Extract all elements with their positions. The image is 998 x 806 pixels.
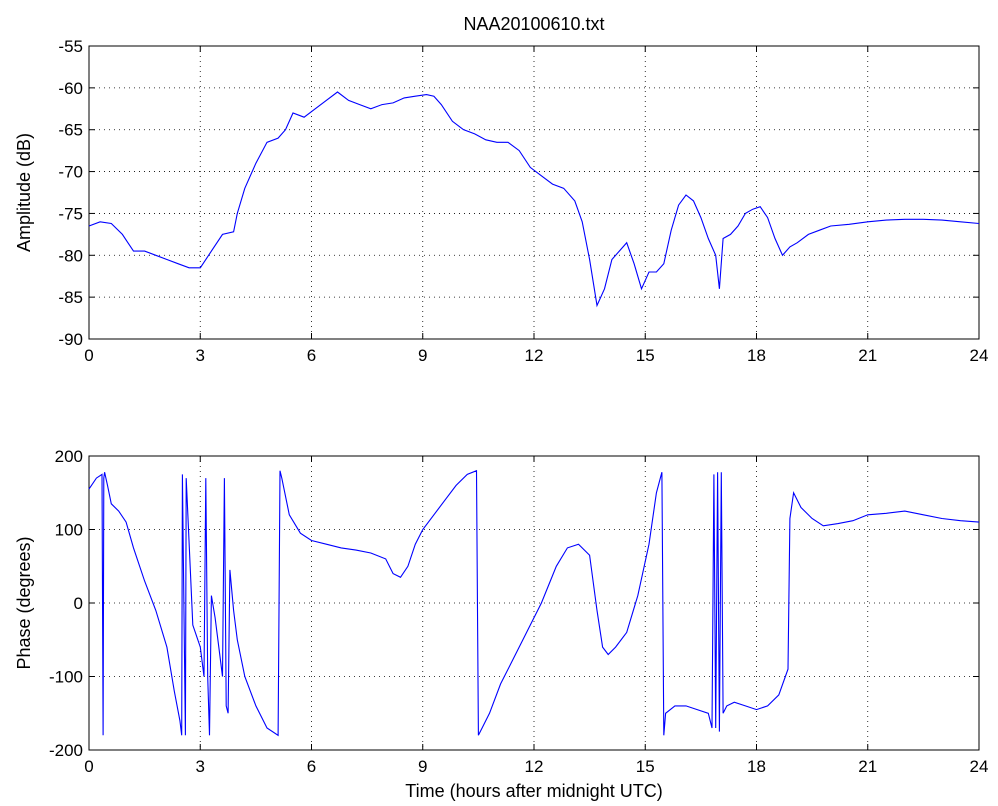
amplitude-y-tick-label: -60 <box>58 79 83 98</box>
phase-x-tick-label: 3 <box>196 757 205 776</box>
amplitude-y-tick-label: -75 <box>58 204 83 223</box>
amplitude-x-tick-label: 24 <box>970 346 989 365</box>
amplitude-x-tick-label: 3 <box>196 346 205 365</box>
phase-x-tick-label: 15 <box>636 757 655 776</box>
amplitude-x-tick-label: 21 <box>858 346 877 365</box>
phase-y-axis-label: Phase (degrees) <box>14 536 34 669</box>
phase-x-tick-label: 9 <box>418 757 427 776</box>
amplitude-panel: 0 3 6 9 12 15 18 21 24 -90 -85 -80 -75 -70 -65 -60 -55 N… <box>14 14 988 365</box>
amplitude-x-tick-label: 6 <box>307 346 316 365</box>
amplitude-y-tick-label: -55 <box>58 37 83 56</box>
amplitude-series-line <box>88 91 980 308</box>
phase-x-tick-label: 6 <box>307 757 316 776</box>
amplitude-y-axis-label: Amplitude (dB) <box>14 133 34 252</box>
phase-panel: 0 3 6 9 12 15 18 21 24 -200 -100 0 100 200 Phase (deg… <box>14 447 988 801</box>
phase-y-tick-label: 200 <box>55 447 83 466</box>
phase-y-tick-label: -100 <box>49 668 83 687</box>
amplitude-ticks: 0 3 6 9 12 15 18 21 24 -90 -85 -80 -75 -70 -65 -60 -55 <box>58 37 988 365</box>
amplitude-x-tick-label: 18 <box>747 346 766 365</box>
phase-x-tick-label: 21 <box>858 757 877 776</box>
phase-series-line <box>88 469 980 737</box>
phase-x-tick-label: 18 <box>747 757 766 776</box>
phase-ticks: 0 3 6 9 12 15 18 21 24 -200 -100 0 100 200 <box>49 447 988 776</box>
amplitude-x-tick-label: 9 <box>418 346 427 365</box>
amplitude-grid <box>89 46 979 339</box>
amplitude-y-tick-label: -80 <box>58 246 83 265</box>
amplitude-y-tick-label: -85 <box>58 288 83 307</box>
chart-title: NAA20100610.txt <box>463 14 604 34</box>
phase-x-tick-label: 0 <box>84 757 93 776</box>
phase-y-tick-label: 100 <box>55 521 83 540</box>
amplitude-y-tick-label: -70 <box>58 163 83 182</box>
amplitude-y-tick-label: -65 <box>58 121 83 140</box>
time-x-axis-label: Time (hours after midnight UTC) <box>405 781 662 801</box>
phase-grid <box>89 456 979 750</box>
amplitude-x-tick-label: 12 <box>525 346 544 365</box>
phase-x-tick-label: 24 <box>970 757 989 776</box>
phase-x-tick-label: 12 <box>525 757 544 776</box>
amplitude-y-tick-label: -90 <box>58 330 83 349</box>
phase-y-tick-label: -200 <box>49 741 83 760</box>
amplitude-x-tick-label: 0 <box>84 346 93 365</box>
amplitude-x-tick-label: 15 <box>636 346 655 365</box>
phase-y-tick-label: 0 <box>74 594 83 613</box>
